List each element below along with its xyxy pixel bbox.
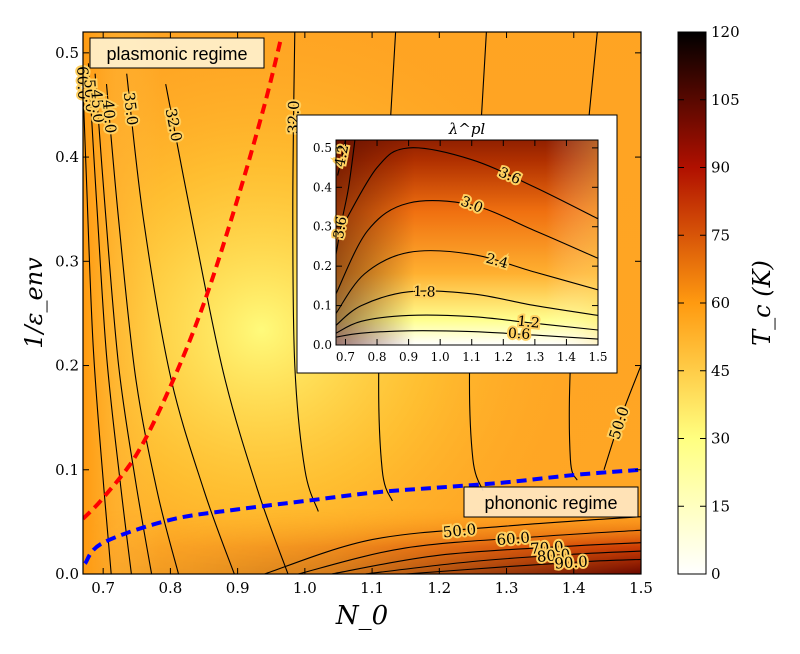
- inset-panel: 0.61.21.82.43.03.63.64.2 0.7 0.8 0.9 1.0 1.1…: [296, 114, 618, 374]
- inset-ytick-label: 0.5: [313, 141, 332, 155]
- inset-xtick-label: 0.8: [367, 350, 386, 364]
- main-contour-label: 50.0: [442, 520, 477, 541]
- inset-contour-line: [337, 140, 347, 176]
- main-ytick-label: 0.0: [55, 565, 79, 583]
- phononic-regime-box: phononic regime: [463, 486, 639, 518]
- inset-contour-line: [336, 330, 598, 340]
- inset-contours: [336, 140, 598, 340]
- inset-x-axis: 0.7 0.8 0.9 1.0 1.1 1.2 1.3 1.4 1.5: [336, 140, 608, 364]
- main-xtick-label: 0.8: [158, 579, 182, 597]
- inset-xtick-label: 1.3: [525, 350, 544, 364]
- inset-xtick-label: 1.1: [462, 350, 481, 364]
- colorbar-tick-label: 30: [711, 430, 730, 448]
- inset-contour-label: 0.6: [508, 326, 531, 343]
- main-contour-label: 35.0: [120, 91, 142, 126]
- colorbar-tick-label: 15: [711, 497, 730, 515]
- inset-ytick-label: 0.3: [313, 220, 332, 234]
- colorbar: 0 15 30 45 60 75 90 105 120 T_c (K): [677, 23, 776, 583]
- inset-contour-line: [336, 200, 598, 295]
- main-ytick-label: 0.4: [55, 148, 79, 166]
- plasmonic-boundary-line: [83, 36, 284, 521]
- main-contour-line: [94, 73, 153, 574]
- inset-contour-label: 1.8: [413, 284, 436, 301]
- main-y-axis-label-text: 1/ε_env: [20, 257, 48, 349]
- main-contour-label: 60.0: [496, 528, 531, 549]
- inset-xtick-label: 0.9: [399, 350, 418, 364]
- inset-plot-frame: [335, 139, 599, 346]
- inset-xtick-label: 1.5: [588, 350, 607, 364]
- main-xtick-label: 1.0: [293, 579, 317, 597]
- main-xtick-label: 1.2: [427, 579, 451, 597]
- main-contour-line: [365, 550, 641, 574]
- inset-title: λ^pl: [448, 120, 486, 138]
- inset-contour-line: [336, 250, 598, 314]
- phononic-boundary-line: [83, 467, 641, 565]
- colorbar-tick-label: 120: [711, 23, 740, 41]
- colorbar-tick-label: 90: [711, 159, 730, 177]
- main-xtick-label: 1.3: [495, 579, 519, 597]
- main-contour-line: [331, 542, 641, 574]
- inset-heatmap-shade: [336, 140, 598, 345]
- main-contour-label: 40.0: [99, 99, 120, 134]
- inset-contour-line: [341, 147, 598, 227]
- main-contour-line: [264, 516, 641, 574]
- colorbar-tick-label: 60: [711, 294, 730, 312]
- main-xtick-label: 1.1: [360, 579, 384, 597]
- inset-contour-line: [336, 140, 356, 255]
- main-contour-line: [83, 73, 112, 574]
- inset-ytick-label: 0.4: [313, 180, 332, 194]
- colorbar-ticks: 0 15 30 45 60 75 90 105 120: [678, 23, 740, 583]
- inset-contour-label: 1.2: [517, 314, 541, 332]
- main-contour-label: 70.0: [530, 538, 565, 558]
- main-x-axis-label-text: N_0: [335, 601, 388, 631]
- main-y-axis: 0.0 0.1 0.2 0.3 0.4 0.5: [55, 44, 641, 583]
- inset-ytick-label: 0.1: [313, 299, 332, 313]
- regime-boundaries: [83, 36, 641, 565]
- plasmonic-regime-box: plasmonic regime: [89, 37, 265, 69]
- main-plot-frame: [82, 31, 642, 575]
- inset-contour-line: [336, 290, 598, 326]
- main-contour-line: [405, 558, 641, 574]
- colorbar-tick-label: 0: [711, 565, 721, 583]
- main-contour-line: [603, 365, 641, 470]
- main-contour-line: [87, 63, 132, 574]
- main-xtick-label: 1.4: [562, 579, 586, 597]
- main-xtick-label: 1.5: [629, 579, 653, 597]
- inset-ytick-label: 0.2: [313, 259, 332, 273]
- main-xtick-label: 0.7: [91, 579, 115, 597]
- inset-xtick-label: 1.0: [431, 350, 450, 364]
- main-contour-line: [126, 73, 235, 574]
- main-contour-label: 80.0: [536, 545, 571, 565]
- colorbar-tick-label: 75: [711, 226, 730, 244]
- main-contour-line: [292, 32, 319, 512]
- colorbar-label: T_c (K): [748, 260, 776, 346]
- main-contour-line: [297, 529, 641, 574]
- main-ytick-label: 0.1: [55, 461, 79, 479]
- colorbar-tick-label: 45: [711, 362, 730, 380]
- plasmonic-regime-label: plasmonic regime: [106, 44, 247, 64]
- inset-xtick-label: 0.7: [336, 350, 355, 364]
- main-ytick-label: 0.3: [55, 252, 79, 270]
- phononic-regime-label: phononic regime: [484, 493, 617, 513]
- inset-y-axis: 0.0 0.1 0.2 0.3 0.4 0.5: [313, 141, 598, 352]
- colorbar-tick-label: 105: [711, 91, 740, 109]
- inset-xtick-label: 1.2: [494, 350, 513, 364]
- inset-ytick-label: 0.0: [313, 338, 332, 352]
- main-x-axis: 0.7 0.8 0.9 1.0 1.1 1.2 1.3 1.4 1.5: [91, 32, 653, 597]
- main-contour-label: 45.0: [87, 89, 107, 124]
- main-ytick-label: 0.5: [55, 44, 79, 62]
- inset-contour-line: [336, 314, 598, 334]
- main-contour-label: 50.0: [80, 79, 100, 113]
- main-contour-label: 90.0: [554, 552, 588, 572]
- inset-xtick-label: 1.4: [557, 350, 576, 364]
- colorbar-label-text: T_c (K): [748, 260, 776, 346]
- main-contour-line: [105, 84, 180, 574]
- main-xtick-label: 0.9: [226, 579, 250, 597]
- main-x-axis-label: N_0: [335, 601, 388, 631]
- main-contour-line: [165, 83, 289, 574]
- main-ytick-label: 0.2: [55, 357, 79, 375]
- main-y-axis-label: 1/ε_env: [20, 257, 48, 349]
